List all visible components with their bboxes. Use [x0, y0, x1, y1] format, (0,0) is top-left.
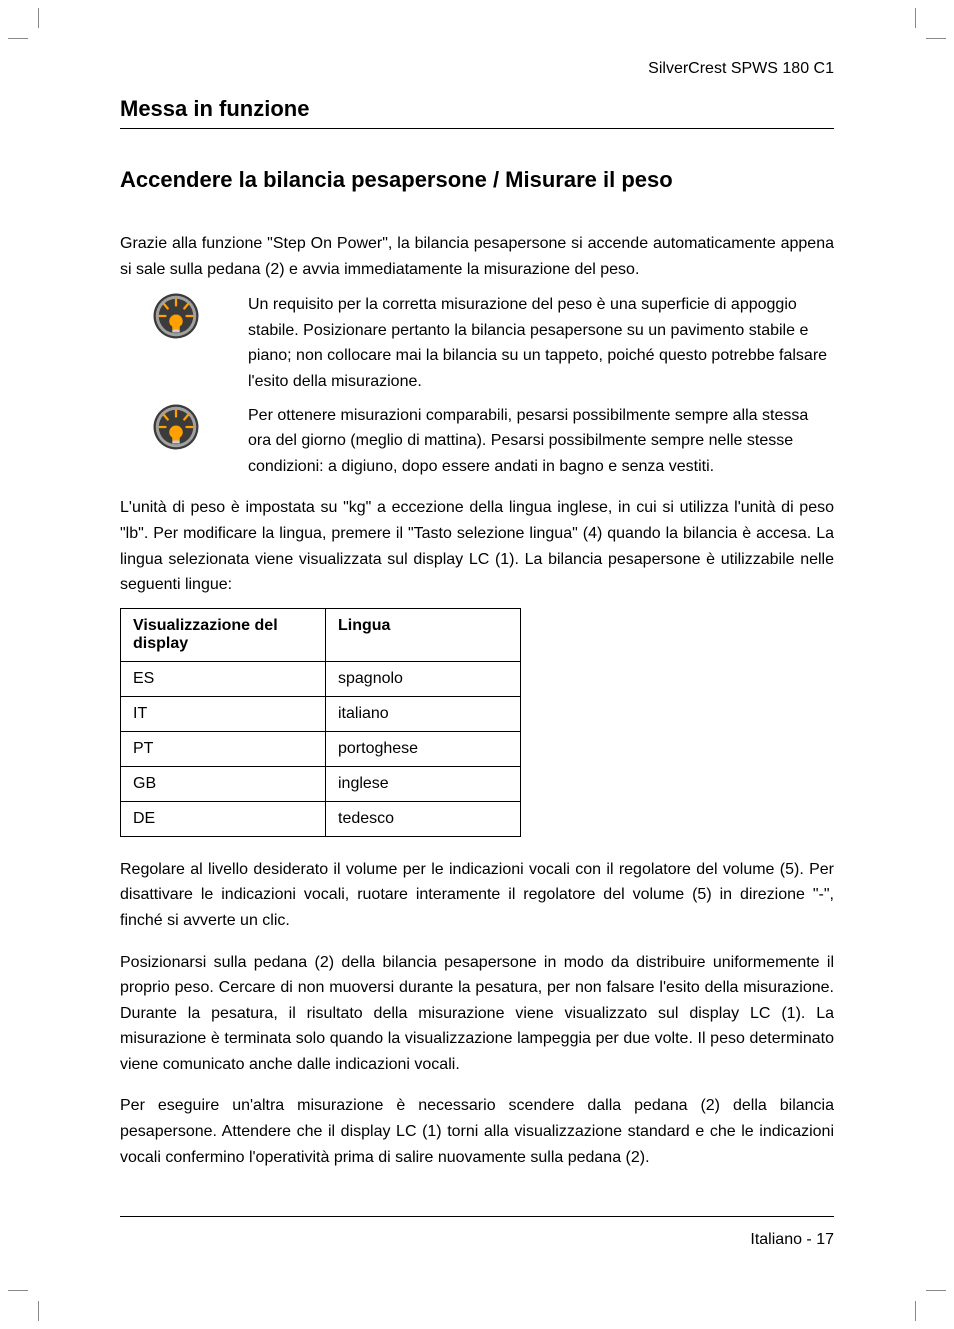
table-cell: GB — [121, 766, 326, 801]
unit-paragraph: L'unità di peso è impostata su "kg" a ec… — [120, 495, 834, 597]
table-header-display: Visualizzazione del display — [121, 608, 326, 661]
table-cell: spagnolo — [326, 661, 521, 696]
note-block-2: Per ottenere misurazioni comparabili, pe… — [120, 403, 834, 480]
tip-icon — [152, 403, 200, 451]
table-cell: DE — [121, 801, 326, 836]
product-header: SilverCrest SPWS 180 C1 — [120, 60, 834, 78]
table-row: GB inglese — [121, 766, 521, 801]
heading-2: Accendere la bilancia pesapersone / Misu… — [120, 167, 834, 193]
table-cell: portoghese — [326, 731, 521, 766]
table-row: ES spagnolo — [121, 661, 521, 696]
position-paragraph: Posizionarsi sulla pedana (2) della bila… — [120, 950, 834, 1078]
note-text-2: Per ottenere misurazioni comparabili, pe… — [248, 403, 834, 480]
table-cell: ES — [121, 661, 326, 696]
note-block-1: Un requisito per la corretta misurazione… — [120, 292, 834, 394]
language-table: Visualizzazione del display Lingua ES sp… — [120, 608, 521, 837]
note-text-1: Un requisito per la corretta misurazione… — [248, 292, 834, 394]
heading-1: Messa in funzione — [120, 96, 834, 129]
table-row: IT italiano — [121, 696, 521, 731]
intro-paragraph: Grazie alla funzione "Step On Power", la… — [120, 231, 834, 282]
table-cell: PT — [121, 731, 326, 766]
volume-paragraph: Regolare al livello desiderato il volume… — [120, 857, 834, 934]
table-header-language: Lingua — [326, 608, 521, 661]
table-row: PT portoghese — [121, 731, 521, 766]
table-cell: inglese — [326, 766, 521, 801]
page-footer: Italiano - 17 — [120, 1216, 834, 1249]
tip-icon — [152, 292, 200, 340]
table-row: DE tedesco — [121, 801, 521, 836]
repeat-paragraph: Per eseguire un'altra misurazione è nece… — [120, 1093, 834, 1170]
table-cell: italiano — [326, 696, 521, 731]
table-cell: IT — [121, 696, 326, 731]
table-cell: tedesco — [326, 801, 521, 836]
